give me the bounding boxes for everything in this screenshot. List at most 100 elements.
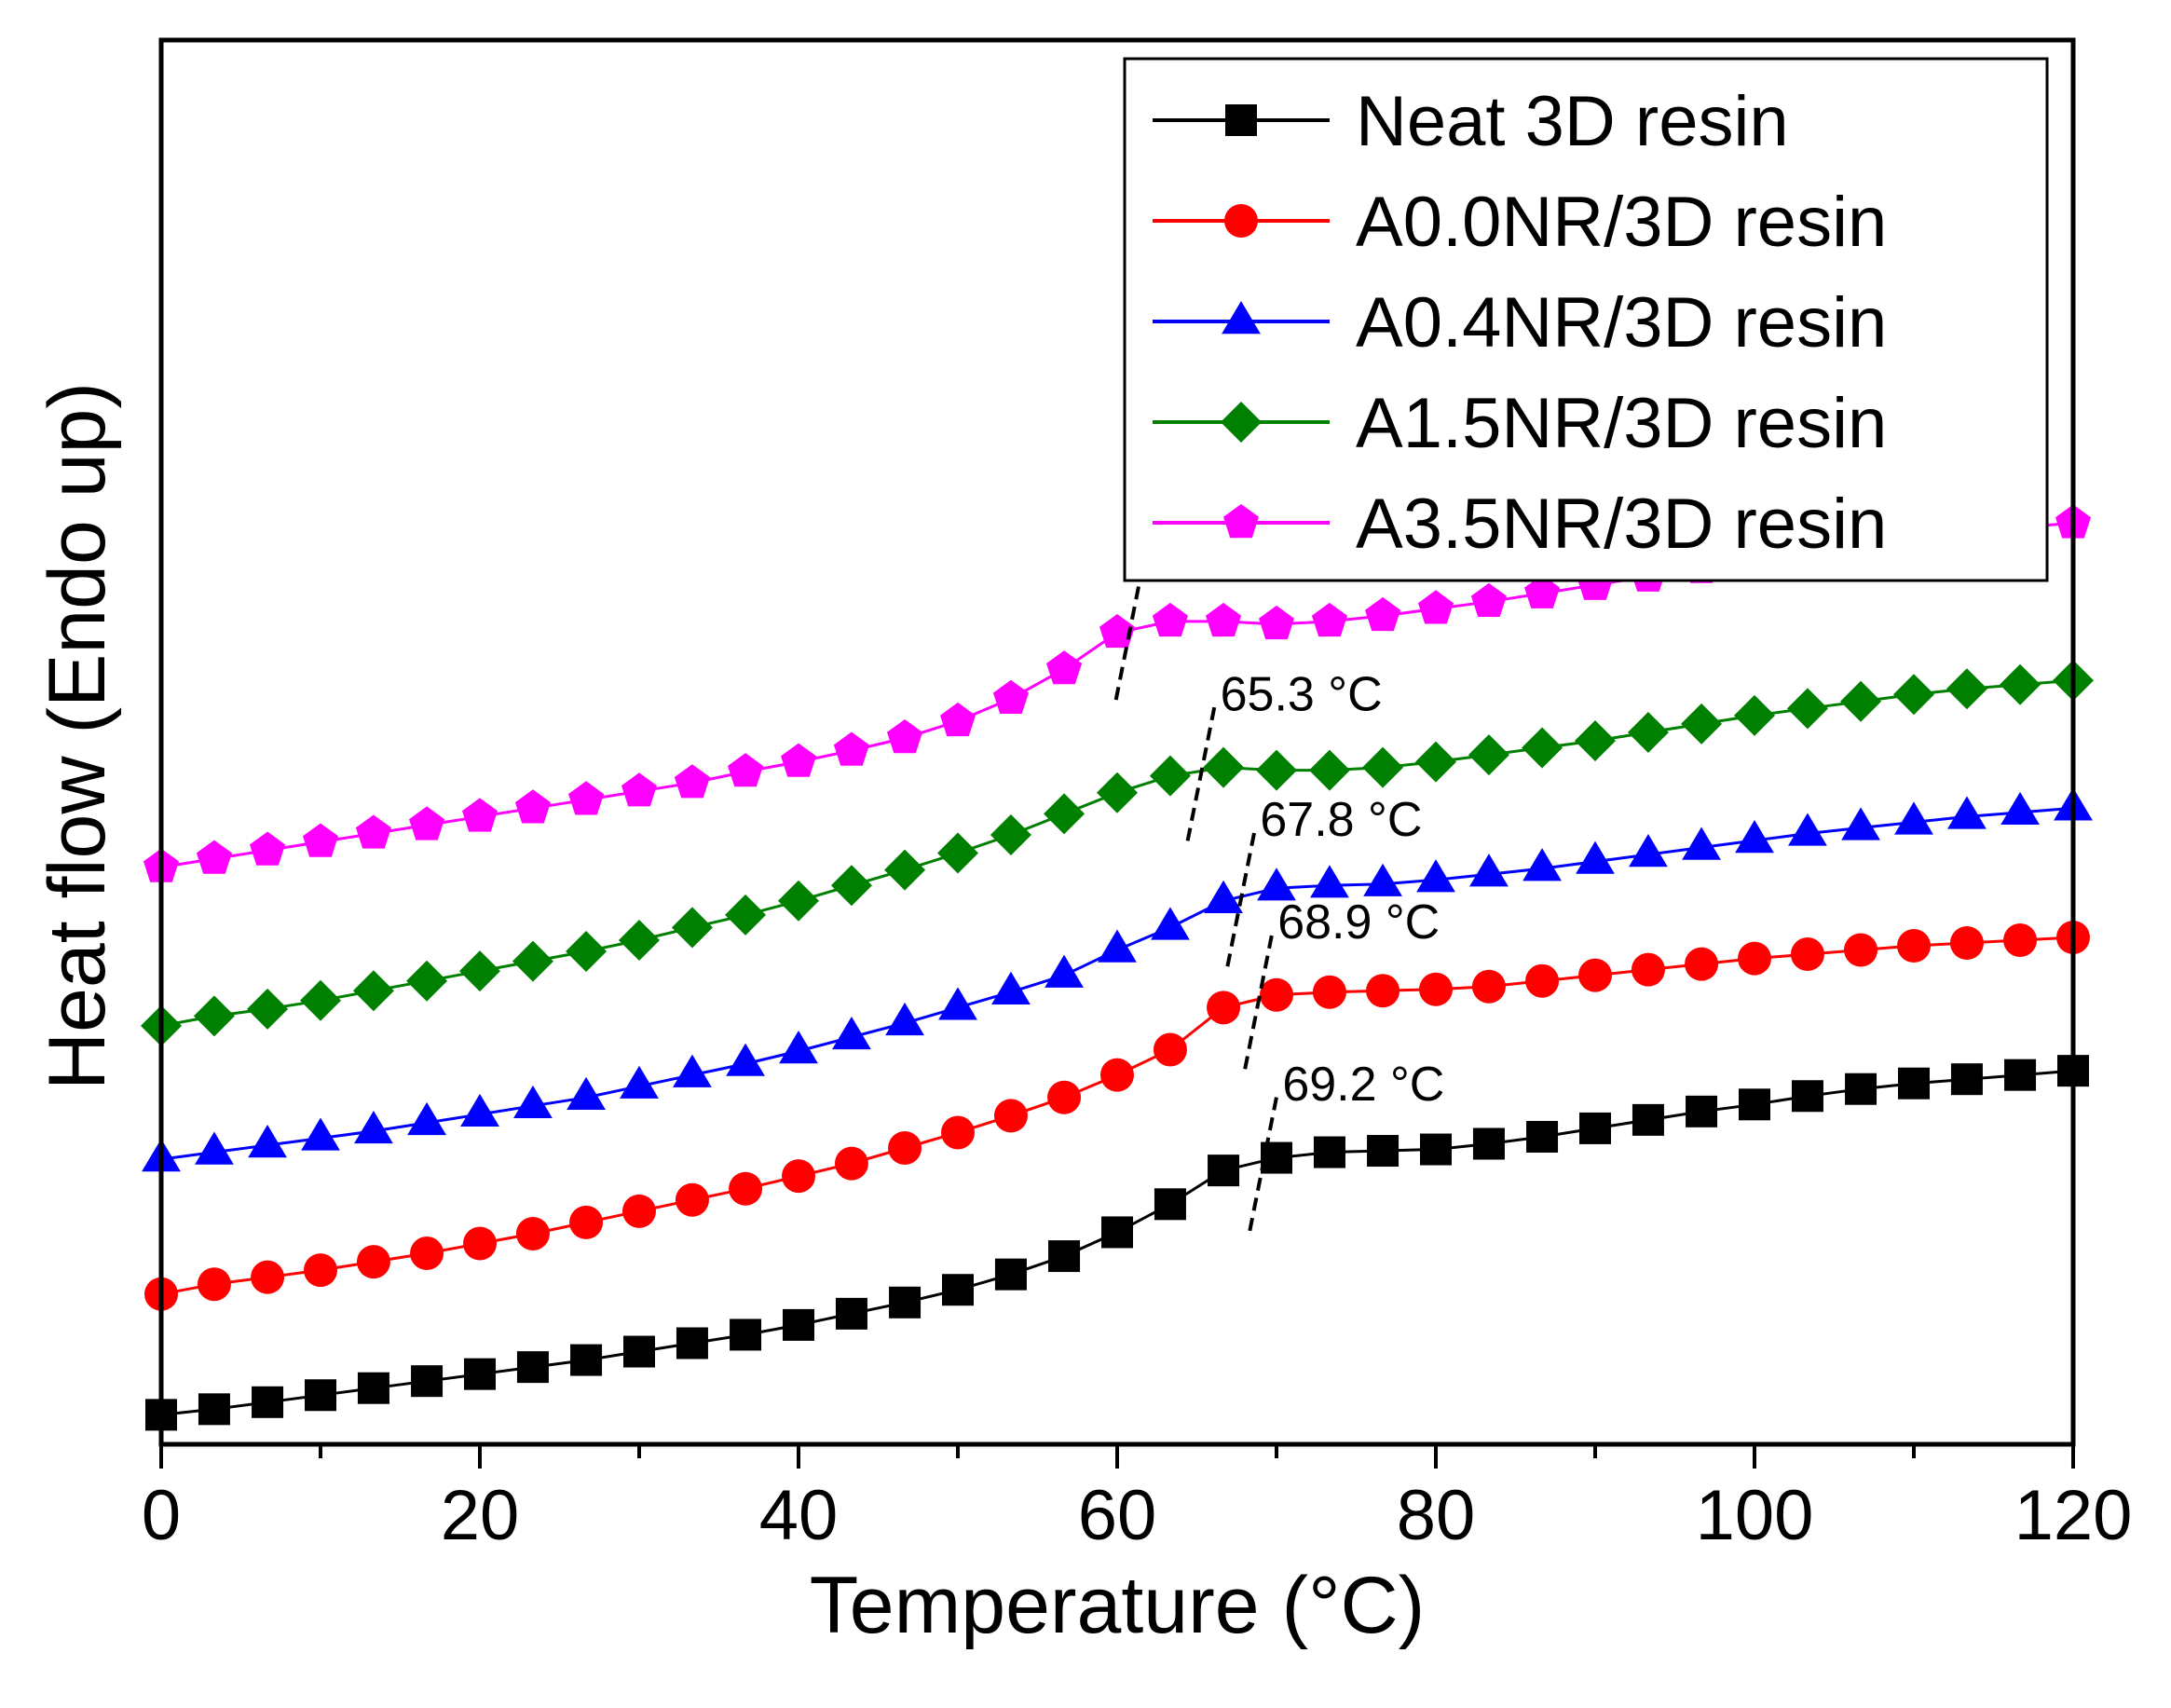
data-point — [355, 814, 391, 849]
data-point — [1097, 772, 1138, 813]
data-point — [889, 1286, 922, 1319]
data-point — [1415, 741, 1456, 783]
data-point — [356, 1245, 390, 1279]
data-point — [942, 1274, 974, 1306]
data-point — [1949, 926, 1984, 961]
data-point — [1257, 868, 1296, 901]
legend-entry: A0.4NR/3D resin — [1153, 283, 1887, 362]
data-point — [621, 772, 657, 807]
data-point — [1632, 1103, 1664, 1136]
data-point — [516, 1351, 549, 1384]
data-point — [619, 919, 660, 961]
data-point — [1101, 1216, 1133, 1249]
data-point — [1420, 1133, 1452, 1166]
data-point — [1840, 680, 1882, 722]
data-point — [1790, 937, 1824, 972]
series-1 — [145, 1055, 2089, 1431]
data-point — [1047, 1080, 1082, 1114]
data-point — [674, 764, 710, 799]
data-point — [941, 1115, 975, 1150]
legend-label: A0.0NR/3D resin — [1356, 183, 1887, 262]
data-point — [783, 1308, 814, 1341]
data-point — [463, 1226, 497, 1261]
data-point — [884, 849, 926, 891]
data-point — [568, 781, 605, 815]
data-point — [1472, 1127, 1505, 1160]
data-point — [1629, 834, 1668, 868]
legend-label: A1.5NR/3D resin — [1356, 384, 1887, 463]
data-point — [1578, 958, 1612, 992]
data-point — [940, 702, 976, 737]
data-point — [993, 1099, 1028, 1133]
data-point — [1311, 602, 1347, 637]
data-point — [248, 1125, 287, 1158]
series-line — [160, 678, 2074, 1028]
data-point — [252, 1386, 284, 1418]
tg-dashed-line — [1243, 928, 1276, 1070]
data-point — [937, 832, 978, 874]
tg-dashed-line — [1248, 1090, 1280, 1232]
data-point — [671, 907, 713, 949]
data-point — [1207, 991, 1241, 1025]
data-point — [1522, 848, 1562, 881]
data-point — [1363, 863, 1402, 896]
data-point — [885, 1002, 924, 1036]
data-point — [673, 1054, 712, 1087]
data-point — [1310, 865, 1349, 898]
data-point — [407, 1101, 446, 1136]
data-point — [778, 880, 819, 922]
legend-label: A0.4NR/3D resin — [1356, 283, 1887, 362]
legend-marker — [1225, 104, 1257, 136]
data-point — [992, 679, 1029, 714]
series-2 — [144, 920, 2090, 1311]
data-point — [1099, 614, 1135, 649]
data-point — [570, 1344, 603, 1376]
data-point — [250, 831, 286, 866]
data-point — [1786, 688, 1828, 730]
series-line — [160, 806, 2074, 1161]
data-point — [247, 988, 289, 1030]
data-point — [196, 840, 232, 874]
data-point — [354, 1110, 393, 1144]
data-point — [1470, 582, 1507, 617]
data-point — [1682, 827, 1721, 860]
data-point — [1204, 880, 1243, 913]
data-point — [567, 1076, 606, 1110]
data-point — [198, 1393, 230, 1426]
data-point — [1100, 1058, 1134, 1092]
data-point — [464, 1358, 496, 1390]
data-point — [406, 960, 448, 1002]
data-point — [2000, 663, 2041, 705]
data-point — [352, 970, 394, 1012]
data-point — [1152, 602, 1188, 637]
tg-annotation: 68.9 °C — [1243, 895, 1440, 1070]
legend-marker — [1222, 301, 1261, 335]
data-point — [833, 731, 869, 766]
data-point — [623, 1335, 655, 1368]
data-point — [1686, 1095, 1718, 1127]
x-tick-label: 120 — [2014, 1476, 2133, 1555]
data-point — [1893, 674, 1934, 716]
series-3 — [142, 787, 2093, 1172]
data-point — [887, 719, 923, 754]
x-tick-label: 0 — [142, 1476, 181, 1555]
legend-entry: A1.5NR/3D resin — [1153, 384, 1887, 463]
data-point — [1365, 596, 1401, 632]
legend-entry: A0.0NR/3D resin — [1153, 183, 1887, 262]
data-point — [832, 1016, 871, 1050]
data-point — [782, 1159, 815, 1194]
data-point — [512, 940, 553, 982]
data-point — [304, 1253, 337, 1288]
data-point — [1631, 952, 1665, 987]
data-point — [195, 1131, 234, 1165]
tg-dashed-line — [1185, 700, 1218, 841]
data-point — [1367, 1135, 1400, 1168]
legend-entry: Neat 3D resin — [1153, 82, 1789, 161]
data-point — [1313, 1136, 1345, 1168]
data-point — [1788, 813, 1827, 846]
data-point — [1575, 719, 1616, 761]
data-point — [462, 798, 498, 832]
legend: Neat 3D resin A0.0NR/3D resin A0.4NR/3D re… — [1123, 57, 2049, 582]
data-point — [1366, 974, 1400, 1008]
